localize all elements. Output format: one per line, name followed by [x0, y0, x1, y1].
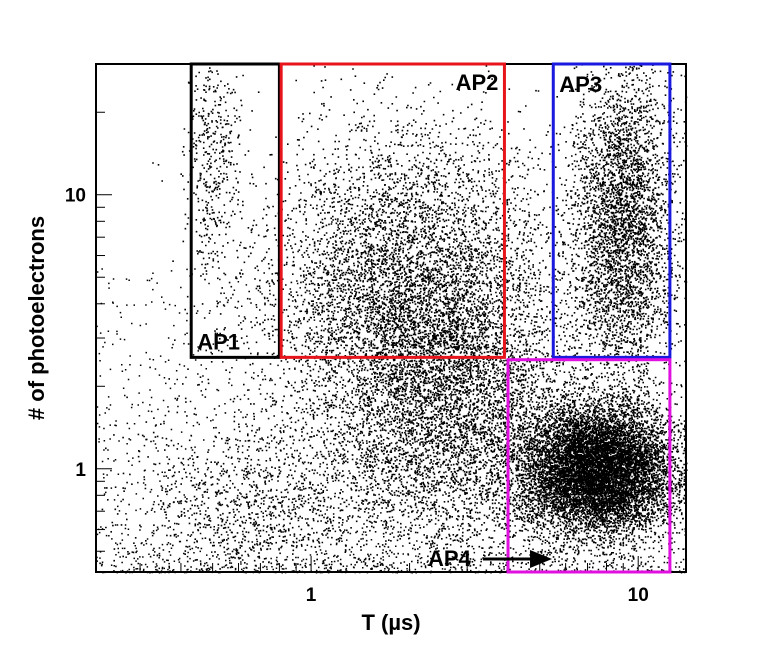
- region-boxes: AP1 AP2 AP3 AP4: [189, 62, 672, 574]
- region-box-ap3: [551, 62, 672, 359]
- region-box-ap1: [189, 62, 281, 359]
- scatter-point-cloud: [96, 64, 688, 574]
- y-axis-title: # of photoelectrons: [24, 216, 49, 420]
- y-tick-label: 10: [65, 186, 86, 207]
- region-arrow-head: [530, 550, 553, 568]
- region-label-ap2: AP2: [456, 70, 499, 95]
- x-tick-label: 10: [628, 585, 649, 606]
- x-tick-label: 1: [306, 585, 317, 606]
- region-box-ap2: [279, 62, 506, 359]
- region-label-ap4: AP4: [428, 546, 472, 571]
- y-tick-label: 1: [75, 460, 86, 481]
- region-label-ap3: AP3: [559, 72, 602, 97]
- region-label-ap1: AP1: [197, 329, 240, 354]
- x-axis-title: T (µs): [361, 610, 420, 635]
- region-box-ap4: [506, 358, 672, 574]
- scatter-points: [96, 64, 688, 574]
